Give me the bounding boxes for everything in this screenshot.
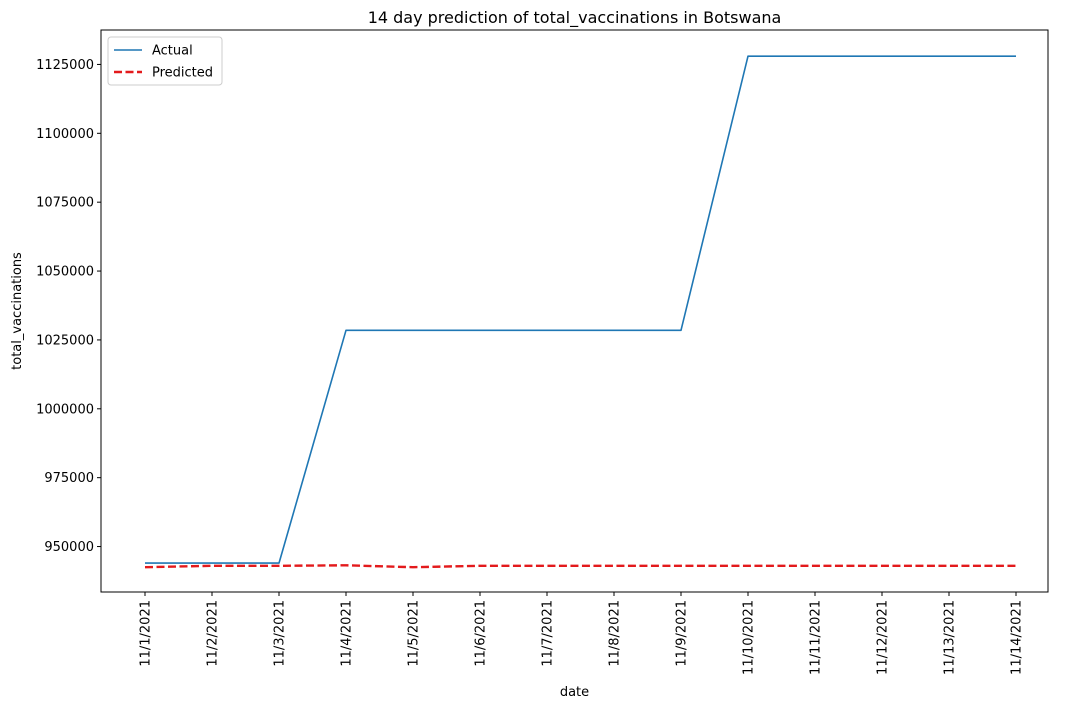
y-tick-label: 1000000 bbox=[36, 402, 94, 417]
plot-frame bbox=[100, 29, 1049, 593]
legend: Actual Predicted bbox=[107, 36, 223, 86]
series-line-predicted bbox=[144, 564, 1016, 569]
x-tick-label: 11/1/2021 bbox=[139, 600, 154, 667]
x-tick-label: 11/11/2021 bbox=[809, 600, 824, 675]
y-tick-label: 1100000 bbox=[36, 127, 94, 142]
y-tick-label: 950000 bbox=[44, 540, 94, 555]
x-tick-label: 11/5/2021 bbox=[407, 600, 422, 667]
x-tick-label: 11/14/2021 bbox=[1010, 600, 1025, 675]
x-tick-label: 11/10/2021 bbox=[742, 600, 757, 675]
x-tick-label: 11/3/2021 bbox=[273, 600, 288, 667]
x-tick-label: 11/8/2021 bbox=[608, 600, 623, 667]
y-axis-label: total_vaccinations bbox=[10, 252, 25, 370]
y-tick-label: 1050000 bbox=[36, 265, 94, 280]
x-tick-label: 11/7/2021 bbox=[541, 600, 556, 667]
legend-label-actual: Actual bbox=[152, 44, 193, 59]
y-axis: 950000 975000 1000000 1025000 1050000 1075000… bbox=[36, 58, 101, 555]
y-tick-label: 1025000 bbox=[36, 333, 94, 348]
x-tick-label: 11/6/2021 bbox=[474, 600, 489, 667]
x-axis: 11/1/2021 11/2/2021 11/3/2021 11/4/2021 11/5… bbox=[139, 592, 1025, 675]
chart-title: 14 day prediction of total_vaccinations … bbox=[368, 8, 782, 28]
x-axis-label: date bbox=[560, 685, 589, 700]
legend-box bbox=[107, 36, 223, 86]
y-tick-label: 1125000 bbox=[36, 58, 94, 73]
y-tick-label: 975000 bbox=[44, 471, 94, 486]
legend-label-predicted: Predicted bbox=[152, 66, 213, 81]
series-line-actual bbox=[145, 55, 1016, 564]
x-tick-label: 11/13/2021 bbox=[943, 600, 958, 675]
x-tick-label: 11/2/2021 bbox=[206, 600, 221, 667]
plot-area bbox=[100, 29, 1049, 593]
y-tick-label: 1075000 bbox=[36, 196, 94, 211]
x-tick-label: 11/4/2021 bbox=[340, 600, 355, 667]
x-tick-label: 11/12/2021 bbox=[876, 600, 891, 675]
x-tick-label: 11/9/2021 bbox=[675, 600, 690, 667]
